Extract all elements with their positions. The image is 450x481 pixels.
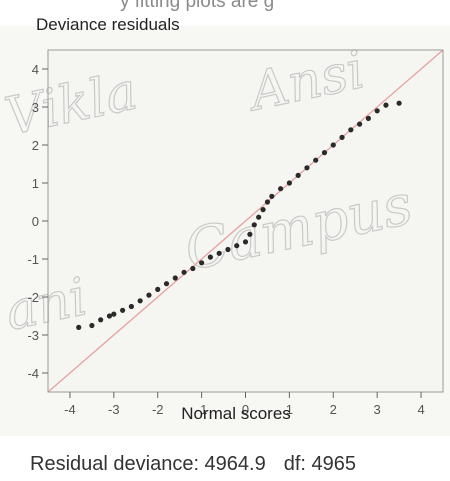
data-point: [137, 298, 143, 304]
data-point: [264, 199, 271, 205]
y-axis-label: Deviance residuals: [36, 15, 180, 34]
residual-deviance-label: Residual deviance: 4964.9: [30, 453, 266, 475]
data-point: [251, 222, 257, 228]
data-point: [321, 150, 328, 156]
data-point: [330, 142, 336, 148]
y-tick-label: 3: [32, 100, 39, 115]
footer: [0, 436, 450, 481]
y-tick-label: 1: [32, 176, 39, 191]
data-point: [269, 193, 275, 199]
x-tick-label: 0: [242, 402, 249, 417]
x-tick-label: 2: [330, 402, 337, 417]
y-tick-label: -4: [27, 366, 39, 381]
data-point: [89, 322, 95, 329]
df-label: df: 4965: [283, 453, 357, 475]
data-point: [286, 180, 292, 186]
data-point: [181, 269, 187, 275]
data-point: [256, 214, 262, 220]
data-point: [313, 157, 319, 163]
data-point: [111, 311, 117, 317]
x-axis-label: Normal scores: [181, 404, 291, 423]
data-point: [98, 317, 104, 323]
data-point: [146, 292, 152, 298]
data-point: [383, 102, 389, 108]
data-point: [365, 115, 371, 121]
cropped-header-text: y fitting plots are g: [120, 0, 275, 12]
data-point: [216, 250, 222, 256]
y-tick-label: -1: [27, 252, 39, 267]
data-point: [207, 254, 213, 260]
data-point: [260, 207, 266, 213]
data-point: [199, 260, 205, 266]
data-point: [234, 243, 240, 249]
data-point: [76, 324, 82, 330]
y-tick-label: -3: [27, 328, 39, 343]
data-point: [155, 286, 161, 292]
data-point: [304, 165, 310, 171]
data-point: [225, 246, 231, 253]
y-tick-label: -2: [27, 290, 39, 305]
data-point: [128, 303, 134, 310]
data-point: [348, 127, 354, 133]
data-point: [106, 313, 113, 319]
data-points: [76, 100, 402, 330]
data-point: [163, 281, 170, 287]
y-tick-label: 0: [32, 214, 39, 229]
y-tick-label: 2: [32, 138, 39, 153]
x-tick-label: -3: [108, 402, 120, 417]
data-point: [190, 265, 196, 272]
data-point: [374, 108, 380, 114]
data-point: [339, 134, 345, 140]
axis-ticks: -4 -3 -2 -1 0 1 2 3 4 4 3 2 1 0 -1 -2 -3 -4: [27, 62, 424, 417]
data-point: [278, 186, 284, 192]
reference-line: [47, 49, 444, 393]
y-tick-label: 4: [32, 62, 39, 77]
x-tick-label: 1: [286, 402, 293, 417]
data-point: [247, 231, 253, 237]
data-point: [172, 275, 178, 281]
data-point: [120, 307, 126, 313]
x-tick-label: -4: [64, 402, 76, 417]
footer-text: Residual deviance: 4964.9 df: 4965: [30, 453, 356, 476]
data-point: [396, 100, 402, 106]
x-tick-label: -2: [152, 402, 164, 417]
data-point: [357, 121, 363, 127]
x-tick-label: 4: [417, 402, 424, 417]
cropped-header: y fitting plots are g: [0, 0, 450, 26]
data-point: [242, 239, 249, 245]
x-tick-label: -1: [196, 402, 208, 417]
x-tick-label: 3: [374, 402, 381, 417]
data-point: [295, 172, 301, 178]
